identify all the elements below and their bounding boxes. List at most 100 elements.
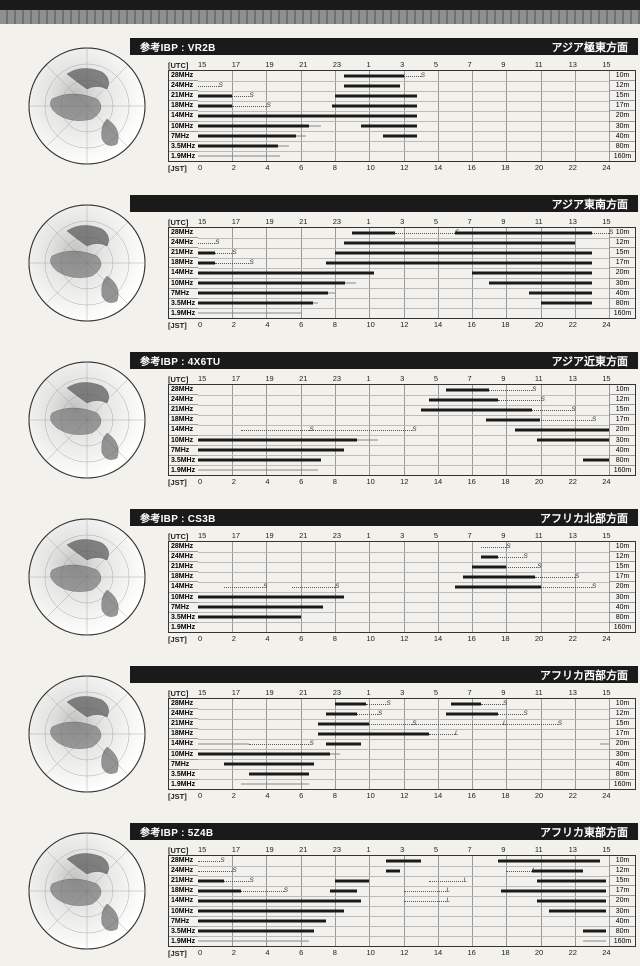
horizontal-rowline-3-7 <box>198 612 609 613</box>
propagation-bar-segment-5-3-0 <box>198 890 241 893</box>
band-chart-panel-2: 参考IBP : 4X6TU アジア近東方面 [UTC] 15 17 19 21 23 1 3 5 7 9… <box>0 338 640 495</box>
jst-tick-3-4: 8 <box>333 634 367 644</box>
band-label-3-0: 28MHz <box>169 542 198 552</box>
marker-label-2-1-1: S <box>541 396 545 403</box>
horizontal-rowline-4-8 <box>198 779 609 780</box>
band-label-1-7: 3.5MHz <box>169 299 198 309</box>
jst-tick-0-6: 12 <box>400 163 434 173</box>
propagation-bar-segment-5-4-2 <box>537 900 605 903</box>
jst-tick-4-12: 24 <box>602 791 636 801</box>
jst-axis-row-4: [JST] 0 2 4 6 8 10 12 14 16 18 20 22 24 <box>168 791 636 801</box>
jst-tick-2-7: 14 <box>434 477 468 487</box>
jst-tick-4-7: 14 <box>434 791 468 801</box>
utc-tick-5-11: 13 <box>569 845 603 855</box>
band-chart-panel-4: アフリカ西部方面 [UTC] 15 17 19 21 23 1 3 5 7 9 11 13 15 28MHz 2… <box>0 652 640 809</box>
horizontal-rowline-0-7 <box>198 141 609 142</box>
jst-tick-2-4: 8 <box>333 477 367 487</box>
propagation-bar-segment-4-2-2 <box>412 724 503 725</box>
propagation-bar-segment-4-1-0 <box>326 713 357 716</box>
propagation-bar-segment-2-7-0 <box>198 459 321 462</box>
vertical-gridline-2-9 <box>506 385 507 475</box>
propagation-bar-segment-3-4-0 <box>224 587 263 588</box>
propagation-bar-segment-2-7-1 <box>583 459 609 462</box>
horizontal-rowline-5-1 <box>198 866 609 867</box>
horizontal-rowline-0-1 <box>198 81 609 82</box>
horizontal-rowline-5-7 <box>198 926 609 927</box>
region-title-0: アジア極東方面 <box>551 39 628 55</box>
jst-tick-3-1: 2 <box>232 634 266 644</box>
vertical-gridline-0-9 <box>506 71 507 161</box>
horizontal-rowline-3-1 <box>198 552 609 553</box>
band-label-3-2: 21MHz <box>169 562 198 572</box>
band-label-5-4: 14MHz <box>169 896 198 906</box>
propagation-bar-segment-2-2-0 <box>421 409 532 412</box>
utc-tick-2-4: 23 <box>333 374 367 384</box>
marker-label-0-0-1: S <box>421 72 425 79</box>
propagation-bar-segment-4-5-0 <box>198 753 330 756</box>
propagation-bar-segment-4-2-1 <box>369 724 412 725</box>
utc-tick-0-11: 13 <box>569 60 603 70</box>
right-band-label-3-6: 40m <box>610 603 635 613</box>
jst-tick-0-9: 18 <box>501 163 535 173</box>
jst-tick-1-12: 24 <box>602 320 636 330</box>
band-label-1-3: 18MHz <box>169 258 198 268</box>
band-label-3-8: 1.9MHz <box>169 623 198 632</box>
band-label-1-5: 10MHz <box>169 279 198 289</box>
jst-tick-0-7: 14 <box>434 163 468 173</box>
right-band-labels-0: 10m 12m 15m 17m 20m 30m 40m 80m 160m <box>610 70 636 162</box>
horizontal-rowline-5-8 <box>198 936 609 937</box>
band-label-0-0: 28MHz <box>169 71 198 81</box>
propagation-bar-segment-5-6-0 <box>198 920 326 923</box>
right-band-label-3-8: 160m <box>610 623 635 632</box>
title-bar-1: アジア東南方面 <box>130 195 638 212</box>
jst-axis-label-2: [JST] <box>168 477 198 487</box>
propagation-bar-segment-1-4-0 <box>198 272 374 275</box>
vertical-gridline-4-9 <box>506 699 507 789</box>
utc-axis-row-2: [UTC] 15 17 19 21 23 1 3 5 7 9 11 13 15 <box>168 374 636 384</box>
utc-axis-row-1: [UTC] 15 17 19 21 23 1 3 5 7 9 11 13 15 <box>168 217 636 227</box>
right-band-label-5-6: 40m <box>610 917 635 927</box>
title-bar-4: アフリカ西部方面 <box>130 666 638 683</box>
ibp-callsign-label-0: 参考IBP : VR2B <box>140 39 216 54</box>
horizontal-rowline-5-3 <box>198 886 609 887</box>
propagation-bar-segment-5-2-0 <box>198 880 224 883</box>
propagation-bar-segment-0-5-2 <box>361 125 418 128</box>
right-band-label-0-8: 160m <box>610 152 635 161</box>
propagation-bar-segment-5-3-1 <box>241 891 284 892</box>
jst-tick-3-9: 18 <box>501 634 535 644</box>
propagation-bar-segment-1-0-1 <box>395 233 455 234</box>
propagation-bar-segment-2-4-0 <box>241 430 309 431</box>
right-band-label-4-4: 20m <box>610 739 635 749</box>
propagation-bar-segment-4-8-0 <box>241 784 309 785</box>
utc-tick-5-12: 15 <box>602 845 636 855</box>
utc-tick-1-5: 1 <box>366 217 400 227</box>
horizontal-rowline-2-2 <box>198 405 609 406</box>
title-bar-0: 参考IBP : VR2B アジア極東方面 <box>130 38 638 55</box>
propagation-bar-segment-5-0-0 <box>198 861 220 862</box>
horizontal-rowline-5-6 <box>198 916 609 917</box>
marker-label-4-2-3: S <box>558 720 562 727</box>
band-label-0-8: 1.9MHz <box>169 152 198 161</box>
utc-tick-2-9: 9 <box>501 374 535 384</box>
chart-area-0: [UTC] 15 17 19 21 23 1 3 5 7 9 11 13 15 28MHz 24MHz 21MH… <box>168 60 636 178</box>
propagation-bar-segment-0-7-1 <box>278 146 288 147</box>
horizontal-rowline-1-3 <box>198 258 609 259</box>
region-title-1: アジア東南方面 <box>551 196 628 212</box>
propagation-bar-segment-2-4-1 <box>309 430 412 431</box>
marker-label-1-1-0: S <box>215 239 219 246</box>
band-labels-0: 28MHz 24MHz 21MHz 18MHz 14MHz 10MHz 7MHz 3.5MHz… <box>168 70 198 162</box>
propagation-bar-segment-0-6-2 <box>383 135 417 138</box>
jst-tick-4-4: 8 <box>333 791 367 801</box>
horizontal-rowline-2-8 <box>198 465 609 466</box>
band-label-4-3: 18MHz <box>169 729 198 739</box>
right-band-label-1-8: 160m <box>610 309 635 318</box>
jst-tick-1-11: 22 <box>569 320 603 330</box>
jst-tick-3-2: 4 <box>265 634 299 644</box>
utc-tick-5-9: 9 <box>501 845 535 855</box>
grid-wrap-0: 28MHz 24MHz 21MHz 18MHz 14MHz 10MHz 7MHz 3.5MHz… <box>168 70 636 162</box>
propagation-bar-segment-0-1-0 <box>198 86 219 87</box>
world-map-icon <box>12 672 162 802</box>
propagation-bar-segment-0-3-2 <box>332 105 418 108</box>
vertical-gridline-4-5 <box>369 699 370 789</box>
band-label-1-8: 1.9MHz <box>169 309 198 318</box>
